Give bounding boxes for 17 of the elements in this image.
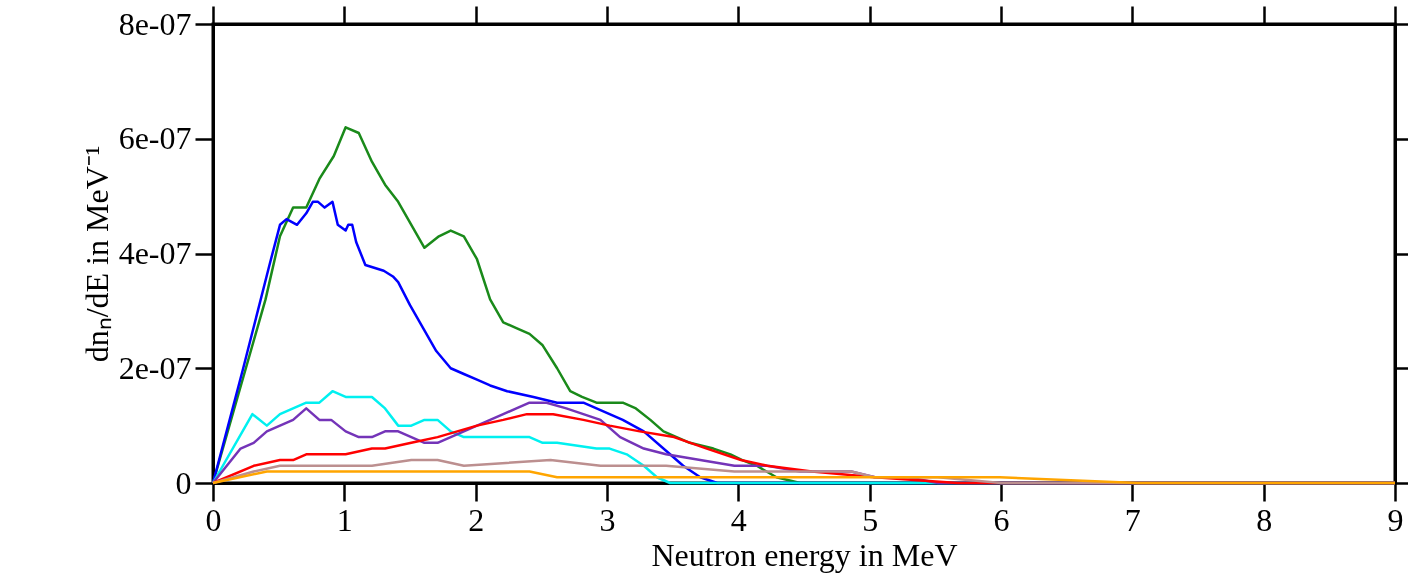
y-tick-label: 4e-07 bbox=[118, 235, 192, 271]
x-tick-label: 0 bbox=[205, 501, 222, 538]
x-tick-label: 5 bbox=[862, 501, 879, 538]
y-axis-title: dnₙ/dE in MeV⁻¹ bbox=[78, 145, 115, 363]
y-tick-label: 0 bbox=[175, 464, 192, 501]
x-tick-label: 4 bbox=[730, 501, 747, 538]
x-tick-label: 6 bbox=[993, 501, 1010, 538]
y-tick-label: 8e-07 bbox=[118, 5, 192, 42]
x-tick-label: 8 bbox=[1256, 501, 1273, 538]
y-tick-label: 2e-07 bbox=[118, 349, 192, 386]
x-tick-label: 1 bbox=[336, 501, 353, 538]
x-tick-label: 7 bbox=[1124, 501, 1141, 538]
x-tick-label: 2 bbox=[468, 501, 485, 538]
x-tick-label: 3 bbox=[599, 501, 616, 538]
x-tick-label: 9 bbox=[1387, 501, 1404, 538]
x-axis-title: Neutron energy in MeV bbox=[651, 536, 958, 573]
y-tick-label: 6e-07 bbox=[118, 120, 192, 157]
